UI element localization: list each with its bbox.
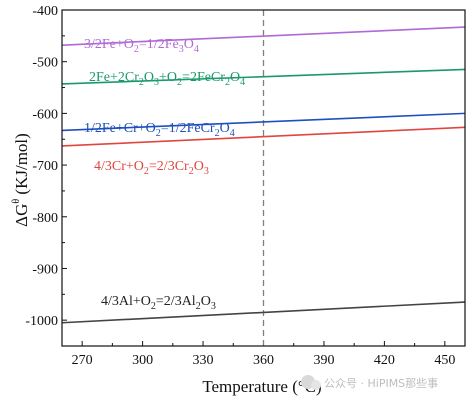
series-line-0	[61, 26, 466, 46]
series-layer	[61, 26, 466, 324]
y-tick-label: -800	[32, 211, 58, 226]
y-tick-label: -600	[32, 107, 58, 122]
series-line-1	[61, 68, 466, 85]
wechat-icon-bubble	[311, 380, 321, 390]
label-fe3o4: 3/2Fe+O2=1/2Fe3O4	[84, 37, 199, 55]
watermark-text: 公众号 · HiPIMS那些事	[324, 376, 438, 390]
x-axis-title: Temperature (°C)	[202, 377, 321, 396]
series-line-4	[61, 301, 466, 324]
y-tick-label: -500	[32, 56, 58, 71]
y-tick-label: -400	[32, 4, 58, 19]
x-tick-label: 330	[193, 353, 214, 368]
y-tick-label: -900	[32, 262, 58, 277]
y-tick-label: -700	[32, 159, 58, 174]
label-cr2o3: 4/3Cr+O2=2/3Cr2O3	[94, 159, 209, 177]
x-tick-label: 390	[313, 353, 334, 368]
y-tick-label: -1000	[25, 314, 58, 329]
watermark: 公众号 · HiPIMS那些事	[301, 375, 438, 390]
series-line-3	[61, 126, 466, 147]
series-line-2	[61, 112, 466, 132]
label-al2o3: 4/3Al+O2=2/3Al2O3	[101, 294, 216, 312]
x-tick-label: 300	[132, 353, 153, 368]
x-tick-label: 270	[72, 353, 93, 368]
label-fecr2o4-2fe: 2Fe+2Cr2O3+O2=2FeCr2O4	[89, 70, 245, 88]
y-axis-title: ΔGθ (KJ/mol)	[11, 133, 31, 227]
x-tick-label: 450	[434, 353, 455, 368]
x-tick-label: 420	[374, 353, 395, 368]
label-fecr2o4-halffe: 1/2Fe+Cr+O2=1/2FeCr2O4	[84, 121, 235, 139]
plot-frame	[61, 9, 466, 347]
x-tick-label: 360	[253, 353, 274, 368]
